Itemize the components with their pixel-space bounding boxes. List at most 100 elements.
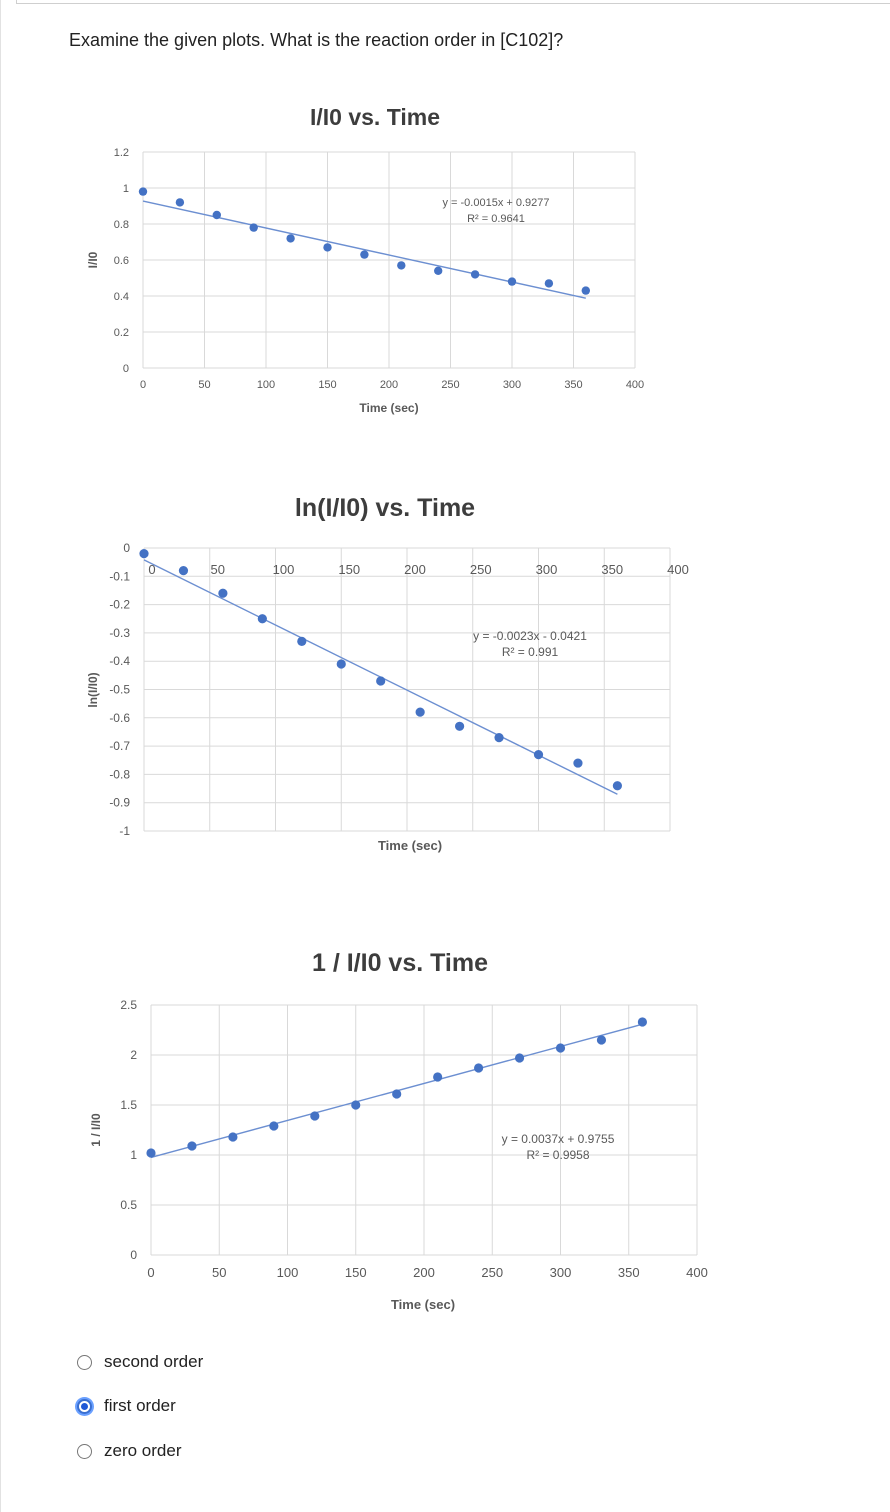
- x-tick-label: 50: [211, 562, 225, 577]
- data-point: [637, 1017, 648, 1027]
- option-second-order[interactable]: second order: [77, 1350, 203, 1374]
- data-point: [397, 261, 406, 270]
- y-axis-label: I/I0: [86, 251, 100, 268]
- trendline-equation: y = 0.0037x + 0.9755: [502, 1132, 615, 1146]
- data-point: [212, 210, 221, 220]
- x-tick-label: 350: [601, 562, 623, 577]
- chart-i-over-i0: I/I0 vs. Time 0 0.2 0.4 0.6 0.8 1 1.2 0 50 100 150…: [60, 100, 680, 430]
- x-tick-label: 300: [536, 562, 558, 577]
- y-tick-label: 0: [123, 363, 129, 375]
- data-point: [146, 1148, 156, 1158]
- chart-ln-i-over-i0: ln(I/I0) vs. Time 0 -0.1 -0.2 -0.3 -0.4 -0.5 -…: [60, 490, 700, 870]
- page-left-border: [0, 0, 1, 1512]
- data-point: [507, 277, 517, 286]
- data-point: [612, 781, 623, 791]
- y-tick-label: 0.4: [114, 291, 129, 303]
- x-tick-label: 350: [564, 379, 582, 391]
- x-tick-label: 200: [413, 1265, 435, 1280]
- data-point: [336, 659, 346, 669]
- data-point: [470, 270, 480, 279]
- data-point: [581, 286, 590, 295]
- option-first-order[interactable]: first order: [77, 1394, 176, 1418]
- x-tick-label: 400: [667, 562, 689, 577]
- chart-title: 1 / I/I0 vs. Time: [311, 949, 489, 977]
- chart-title: I/I0 vs. Time: [310, 104, 440, 130]
- y-tick-label: 0.2: [114, 327, 129, 339]
- y-tick-label: 1: [130, 1148, 137, 1162]
- radio-button[interactable]: [77, 1354, 92, 1370]
- x-tick-label: 50: [198, 379, 210, 391]
- x-tick-label: 250: [441, 379, 459, 391]
- y-tick-label: -0.7: [109, 739, 130, 753]
- radio-button-selected[interactable]: [77, 1398, 92, 1414]
- data-point: [351, 1100, 361, 1110]
- y-axis-label: 1 / I/I0: [89, 1113, 103, 1147]
- x-tick-label: 250: [470, 562, 492, 577]
- data-point: [433, 1072, 443, 1082]
- r-squared-label: R² = 0.9958: [526, 1148, 589, 1162]
- y-tick-label: -0.6: [109, 711, 130, 725]
- y-tick-label: 2.5: [120, 998, 137, 1012]
- data-point: [494, 733, 504, 743]
- y-tick-label: 0: [130, 1248, 137, 1262]
- data-point: [392, 1089, 402, 1099]
- trendline-equation: y = -0.0023x - 0.0421: [473, 629, 587, 643]
- x-tick-label: 150: [338, 562, 360, 577]
- x-tick-label: 100: [273, 562, 295, 577]
- x-tick-label: 400: [686, 1265, 708, 1280]
- x-tick-label: 0: [147, 1265, 154, 1280]
- chart-plot-svg: 0 -0.1 -0.2 -0.3 -0.4 -0.5 -0.6 -0.7 -0.8 -0.9 -1 0…: [86, 541, 689, 853]
- data-point: [228, 1132, 238, 1142]
- option-label: first order: [104, 1396, 176, 1415]
- x-tick-label: 300: [550, 1265, 572, 1280]
- radio-button[interactable]: [77, 1443, 92, 1459]
- y-tick-label: -0.2: [109, 598, 130, 612]
- x-tick-label: 50: [212, 1265, 226, 1280]
- data-point: [178, 566, 189, 576]
- option-zero-order[interactable]: zero order: [77, 1439, 181, 1463]
- data-point: [218, 588, 228, 598]
- y-tick-label: -0.4: [109, 654, 130, 668]
- data-point: [249, 223, 258, 232]
- trendline-equation: y = -0.0015x + 0.9277: [442, 197, 549, 209]
- data-point: [514, 1053, 525, 1063]
- x-tick-label: 150: [318, 379, 336, 391]
- data-point: [415, 707, 425, 717]
- chart-plot-svg: 0 0.5 1 1.5 2 2.5 0 50 100 150 200 250 300 350 400 y = …: [89, 998, 708, 1312]
- x-axis-label: Time (sec): [378, 838, 442, 853]
- y-tick-label: -0.8: [109, 767, 130, 781]
- option-label: second order: [104, 1352, 204, 1371]
- y-axis-label: ln(I/I0): [86, 672, 100, 707]
- chart-title: ln(I/I0) vs. Time: [294, 494, 476, 522]
- data-point: [455, 721, 465, 731]
- data-point: [257, 614, 267, 624]
- r-squared-label: R² = 0.991: [502, 645, 559, 659]
- x-tick-label: 200: [404, 562, 426, 577]
- data-point: [474, 1063, 484, 1073]
- data-point: [555, 1043, 566, 1053]
- y-tick-label: 1: [123, 183, 129, 195]
- data-point: [544, 279, 554, 288]
- data-point: [139, 549, 149, 559]
- data-point: [138, 187, 148, 196]
- x-tick-label: 0: [140, 379, 146, 391]
- top-border: [16, 0, 890, 4]
- r-squared-label: R² = 0.9641: [467, 213, 525, 225]
- data-point: [323, 243, 332, 252]
- x-tick-label: 300: [503, 379, 521, 391]
- y-tick-label: -0.3: [109, 626, 130, 640]
- x-tick-label: 100: [257, 379, 275, 391]
- question-text: Examine the given plots. What is the rea…: [69, 30, 564, 50]
- y-tick-label: 1.5: [120, 1098, 137, 1112]
- x-tick-label: 350: [618, 1265, 640, 1280]
- y-tick-label: -0.1: [109, 569, 130, 583]
- x-tick-label: 150: [345, 1265, 367, 1280]
- x-tick-label: 200: [380, 379, 398, 391]
- y-tick-label: 2: [130, 1048, 137, 1062]
- data-point: [269, 1121, 279, 1131]
- x-tick-label: 400: [626, 379, 644, 391]
- data-point: [187, 1141, 197, 1151]
- x-axis-label: Time (sec): [359, 401, 418, 415]
- data-point: [533, 749, 544, 760]
- data-point: [175, 198, 185, 207]
